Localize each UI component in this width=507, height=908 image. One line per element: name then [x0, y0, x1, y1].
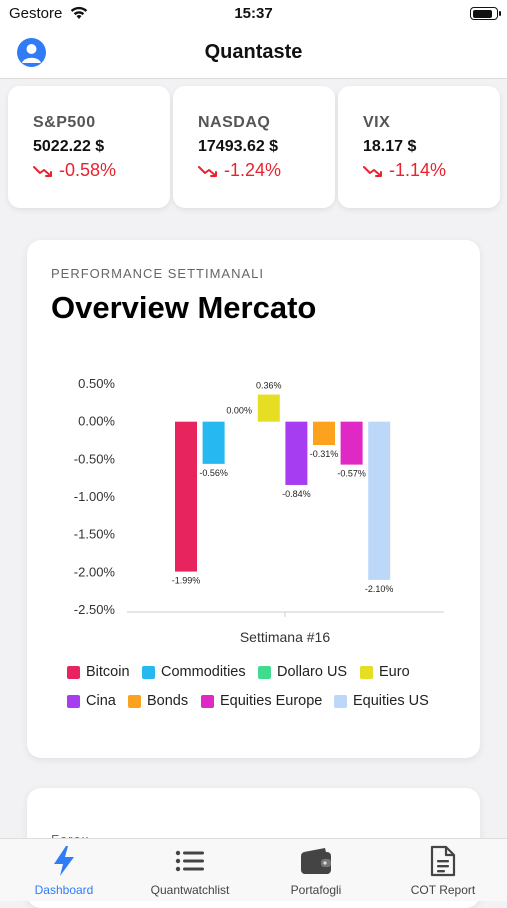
x-axis-label: Settimana #16 [240, 629, 330, 645]
data-label: -0.56% [199, 468, 228, 478]
legend-swatch [128, 694, 141, 708]
tab-portafogli[interactable]: Portafogli [253, 839, 379, 901]
ticker-change: -0.58% [59, 160, 117, 180]
legend-label: Bitcoin [86, 664, 130, 680]
tab-bar: Dashboard Quantwatchlist Portafogli COT … [0, 838, 507, 901]
section-title: Overview Mercato [51, 290, 317, 325]
nav-bar: Quantaste [0, 30, 507, 79]
legend-item: Bonds [128, 693, 188, 709]
clock: 15:37 [234, 5, 273, 22]
performance-bar-chart: 0.50% 0.00% -0.50% -1.00% -1.50% -2.00% -2.50%… [74, 376, 444, 645]
legend-swatch [67, 665, 80, 679]
trend-down-icon [33, 165, 52, 177]
user-avatar-icon[interactable] [17, 38, 46, 67]
tab-quantwatchlist[interactable]: Quantwatchlist [127, 839, 253, 901]
bar-equities-us [368, 421, 391, 580]
legend-item: Cina [67, 693, 116, 709]
bar-commodities [202, 421, 225, 464]
app-title: Quantaste [204, 41, 303, 63]
section-eyebrow: PERFORMANCE SETTIMANALI [51, 266, 264, 281]
data-label: -0.57% [337, 469, 366, 479]
ticker-change: -1.24% [224, 160, 282, 180]
legend-item: Dollaro US [258, 664, 347, 680]
legend-label: Cina [86, 693, 116, 709]
legend-swatch [67, 694, 80, 708]
legend-label: Equities US [353, 693, 429, 709]
bar-euro [257, 394, 280, 422]
legend-swatch [142, 665, 155, 679]
data-label: -1.99% [172, 576, 201, 586]
tab-label: Portafogli [290, 883, 342, 897]
y-tick-label: -2.00% [74, 564, 116, 579]
legend-label: Commodities [161, 664, 246, 680]
ticker-price: 18.17 $ [363, 138, 417, 155]
status-bar: Gestore 15:37 [0, 0, 507, 30]
y-tick-label: 0.00% [78, 414, 115, 429]
legend-item: Equities US [334, 693, 429, 709]
tab-cot-report[interactable]: COT Report [380, 839, 506, 901]
ticker-name: VIX [363, 114, 391, 131]
ticker-card-nasdaq[interactable]: NASDAQ 17493.62 $ -1.24% [173, 86, 335, 208]
data-label: -0.84% [282, 489, 311, 499]
bar-cina [285, 421, 308, 485]
ticker-change: -1.14% [389, 160, 447, 180]
legend-swatch [360, 665, 373, 679]
legend-item: Commodities [142, 664, 246, 680]
tab-label: Dashboard [34, 883, 94, 897]
wallet-icon [301, 848, 331, 874]
data-label: -0.31% [310, 449, 339, 459]
legend-label: Bonds [147, 693, 189, 709]
legend-label: Dollaro US [277, 664, 348, 680]
legend-item: Equities Europe [201, 693, 322, 709]
battery-icon [470, 7, 501, 20]
ticker-name: S&P500 [33, 114, 96, 131]
battery-level [472, 9, 493, 18]
legend-label: Equities Europe [220, 693, 323, 709]
tab-label: Quantwatchlist [150, 883, 230, 897]
ticker-price: 5022.22 $ [33, 138, 105, 155]
legend-swatch [334, 694, 347, 708]
legend-swatch [201, 694, 214, 708]
trend-down-icon [198, 165, 217, 177]
ticker-price: 17493.62 $ [198, 138, 279, 155]
wifi-icon [69, 5, 89, 25]
y-tick-label: -2.50% [74, 602, 116, 617]
ticker-card-vix[interactable]: VIX 18.17 $ -1.14% [338, 86, 500, 208]
y-tick-label: 0.50% [78, 376, 115, 391]
bar-bonds [313, 421, 335, 446]
bolt-icon [54, 846, 74, 876]
ticker-name: NASDAQ [198, 114, 271, 131]
data-label: 0.36% [256, 381, 282, 391]
legend-label: Euro [379, 664, 410, 680]
legend-item: Bitcoin [67, 664, 130, 680]
bar-equities-europe [340, 421, 363, 465]
list-icon [175, 850, 204, 872]
document-icon [430, 845, 456, 877]
y-tick-label: -1.00% [74, 489, 116, 504]
trend-down-icon [363, 165, 382, 177]
data-label: 0.00% [226, 406, 252, 416]
tab-dashboard[interactable]: Dashboard [1, 839, 127, 901]
bar-bitcoin [175, 421, 197, 572]
y-tick-label: -1.50% [74, 527, 116, 542]
carrier-label: Gestore [9, 5, 63, 22]
data-label: -2.10% [365, 584, 394, 594]
ticker-card-sp500[interactable]: S&P500 5022.22 $ -0.58% [8, 86, 170, 208]
legend-swatch [258, 665, 271, 679]
ticker-row: S&P500 5022.22 $ -0.58% NASDAQ 17493.62 … [8, 86, 500, 208]
legend-item: Euro [360, 664, 410, 680]
y-tick-label: -0.50% [74, 451, 116, 466]
tab-label: COT Report [410, 883, 476, 897]
performance-card: PERFORMANCE SETTIMANALI Overview Mercato… [27, 240, 480, 758]
